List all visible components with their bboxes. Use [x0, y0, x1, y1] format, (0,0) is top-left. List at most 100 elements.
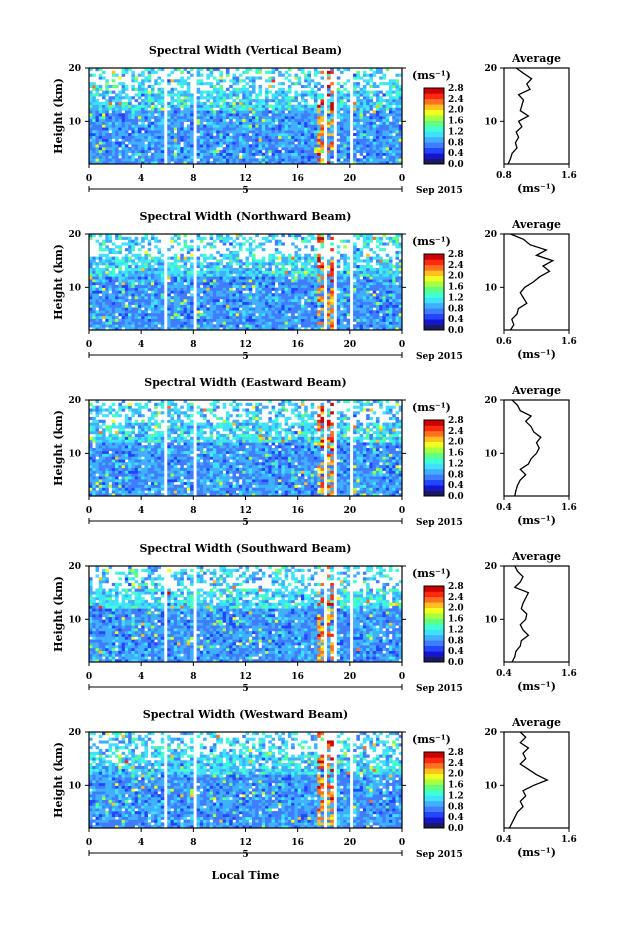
heatmap-cell: [196, 107, 201, 111]
heatmap-cell: [177, 149, 181, 153]
heatmap-cell: [278, 121, 282, 125]
heatmap-cell: [356, 282, 360, 286]
heatmap-cell: [255, 107, 259, 111]
heatmap-cell: [317, 118, 321, 122]
heatmap-cell: [385, 161, 390, 165]
heatmap-cell: [225, 310, 230, 314]
heatmap-cell: [222, 290, 227, 294]
heatmap-cell: [111, 307, 116, 311]
heatmap-cell: [291, 256, 295, 260]
heatmap-cell: [366, 144, 370, 148]
heatmap-cell: [353, 301, 357, 305]
heatmap-cell: [128, 313, 132, 317]
heatmap-cell: [268, 135, 272, 139]
heatmap-cell: [291, 287, 295, 291]
heatmap-cell: [147, 279, 152, 283]
heatmap-cell: [229, 265, 233, 269]
heatmap-cell: [320, 113, 325, 117]
heatmap-cell: [92, 301, 96, 305]
heatmap-cell: [307, 313, 312, 317]
heatmap-cell: [304, 324, 308, 328]
heatmap-cell: [372, 313, 377, 317]
heatmap-cell: [235, 130, 240, 134]
heatmap-cell: [219, 107, 223, 111]
heatmap-cell: [252, 282, 256, 286]
heatmap-cell: [310, 79, 315, 83]
heatmap-cell: [196, 79, 201, 83]
heatmap-cell: [105, 116, 109, 120]
heatmap-cell: [343, 318, 347, 322]
heatmap-cell: [343, 245, 347, 249]
heatmap-cell: [212, 113, 217, 117]
heatmap-cell: [248, 270, 253, 274]
heatmap-cell: [274, 161, 279, 165]
heatmap-cell: [287, 152, 292, 156]
heatmap-cell: [177, 141, 181, 145]
heatmap-cell: [167, 79, 171, 83]
colorbar-tick-label: 1.2: [448, 127, 464, 137]
heatmap-cell: [89, 304, 93, 308]
heatmap-cell: [124, 104, 129, 108]
heatmap-cell: [268, 267, 272, 271]
heatmap-cell: [252, 82, 256, 86]
heatmap-cell: [330, 147, 334, 151]
heatmap-cell: [199, 79, 204, 83]
heatmap-cell: [206, 310, 210, 314]
heatmap-cell: [274, 248, 279, 252]
heatmap-cell: [248, 152, 253, 156]
heatmap-cell: [375, 310, 380, 314]
heatmap-cell: [242, 284, 246, 288]
heatmap-cell: [186, 279, 191, 283]
heatmap-cell: [248, 144, 253, 148]
heatmap-cell: [252, 298, 256, 303]
heatmap-cell: [271, 161, 276, 165]
heatmap-cell: [248, 313, 253, 317]
heatmap-cell: [134, 307, 139, 311]
heatmap-cell: [278, 127, 282, 131]
heatmap-cell: [261, 301, 266, 305]
heatmap-cell: [89, 321, 93, 325]
heatmap-cell: [157, 147, 162, 151]
heatmap-cell: [170, 124, 175, 128]
heatmap-cell: [362, 93, 367, 97]
heatmap-cell: [245, 298, 250, 303]
heatmap-cell: [385, 318, 390, 322]
heatmap-cell: [356, 121, 360, 125]
heatmap-cell: [173, 161, 178, 165]
heatmap-cell: [111, 279, 116, 283]
heatmap-cell: [353, 282, 357, 286]
heatmap-cell: [115, 118, 119, 122]
heatmap-cell: [216, 279, 220, 283]
heatmap-cell: [206, 315, 210, 319]
heatmap-cell: [134, 318, 139, 322]
heatmap-cell: [284, 152, 289, 156]
heatmap-cell: [92, 327, 96, 331]
heatmap-cell: [268, 321, 272, 325]
heatmap-cell: [157, 307, 162, 311]
heatmap-cell: [183, 298, 188, 303]
heatmap-cell: [294, 318, 298, 322]
heatmap-cell: [134, 239, 139, 243]
heatmap-cell: [186, 152, 191, 156]
heatmap-cell: [281, 93, 285, 97]
heatmap-cell: [212, 279, 217, 283]
heatmap-cell: [388, 310, 393, 314]
heatmap-cell: [141, 290, 145, 294]
heatmap-cell: [248, 253, 253, 257]
heatmap-cell: [134, 149, 139, 153]
heatmap-cell: [124, 113, 129, 117]
heatmap-cell: [284, 307, 289, 311]
heatmap-cell: [216, 265, 220, 269]
heatmap-cell: [336, 87, 341, 91]
heatmap-cell: [190, 296, 194, 300]
heatmap-cell: [255, 270, 259, 274]
heatmap-cell: [268, 298, 272, 303]
heatmap-cell: [255, 301, 259, 305]
heatmap-cell: [190, 107, 194, 111]
heatmap-cell: [340, 253, 344, 257]
heatmap-cell: [92, 141, 96, 145]
heatmap-cell: [395, 296, 400, 300]
heatmap-cell: [398, 73, 403, 77]
heatmap-cell: [219, 132, 223, 137]
heatmap-cell: [261, 318, 266, 322]
